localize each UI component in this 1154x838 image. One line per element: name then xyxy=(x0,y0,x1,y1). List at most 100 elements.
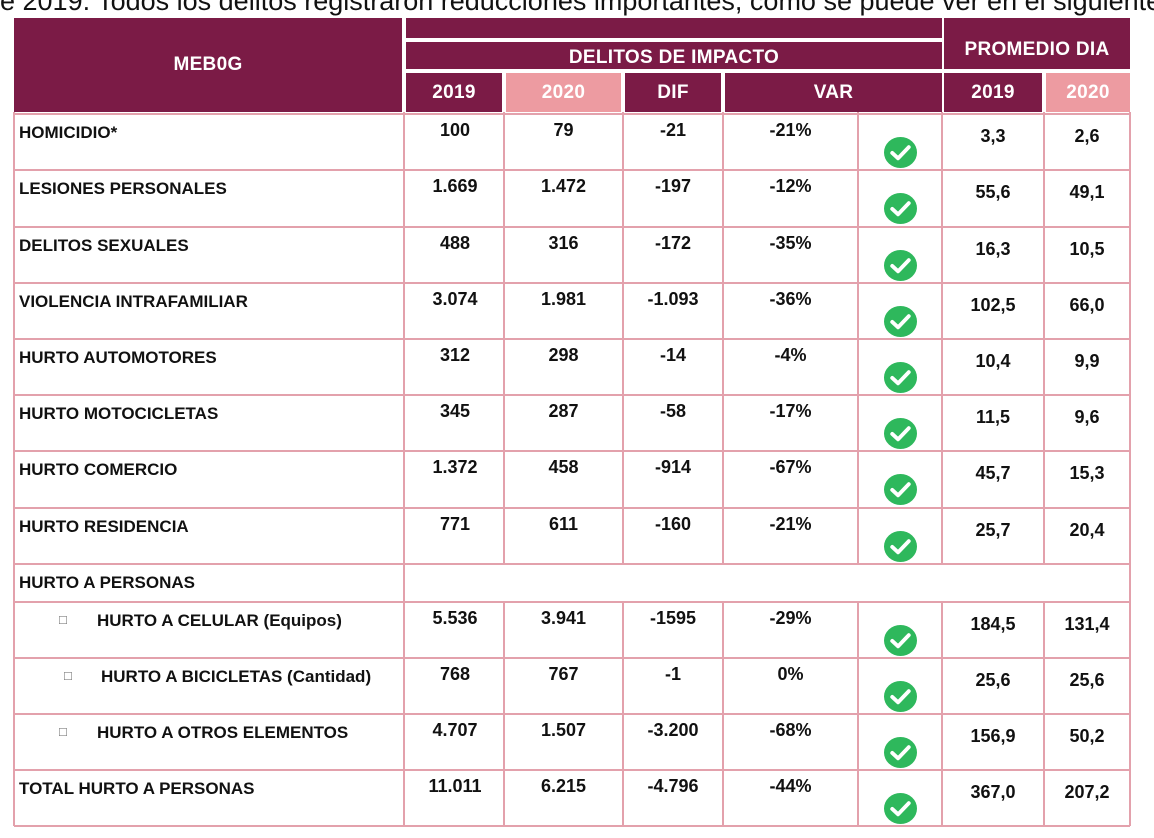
value-2019: 768 xyxy=(439,664,471,684)
col-divider xyxy=(857,112,859,564)
row-label: HURTO AUTOMOTORES xyxy=(19,348,217,367)
row-label: HURTO A OTROS ELEMENTOS xyxy=(97,723,349,742)
row-divider xyxy=(14,825,1130,827)
avg-value-2019: 102,5 xyxy=(970,295,1016,315)
group-header: DELITOS DE IMPACTO xyxy=(406,42,942,69)
value-2020: 611 xyxy=(548,514,579,534)
col-divider xyxy=(13,112,15,826)
value-var: -68% xyxy=(769,720,812,740)
value-2019: 488 xyxy=(439,233,471,253)
value-dif: -21 xyxy=(659,120,686,140)
bullet-icon: □ xyxy=(59,612,67,627)
col-avg-2020: 2020 xyxy=(1046,73,1130,112)
value-var: -21% xyxy=(769,120,812,140)
value-var: -17% xyxy=(769,401,812,421)
avg-value-2020: 25,6 xyxy=(1069,670,1105,690)
row-divider xyxy=(14,169,1130,171)
avg-value-2020: 49,1 xyxy=(1069,182,1105,202)
check-circle-icon xyxy=(884,680,917,713)
row-divider xyxy=(14,563,1130,565)
avg-value-2019: 45,7 xyxy=(975,463,1011,483)
header-blank-band xyxy=(406,18,942,38)
col-divider xyxy=(1129,112,1131,826)
value-2020: 1.507 xyxy=(540,720,587,740)
check-circle-icon xyxy=(884,249,917,282)
row-divider xyxy=(14,394,1130,396)
row-divider xyxy=(14,282,1130,284)
avg-value-2020: 50,2 xyxy=(1069,726,1105,746)
avg-value-2020: 10,5 xyxy=(1069,239,1105,259)
avg-value-2019: 25,7 xyxy=(975,520,1011,540)
avg-header: PROMEDIO DIA xyxy=(944,18,1130,69)
col-divider xyxy=(722,602,724,826)
row-divider xyxy=(14,507,1130,509)
check-circle-icon xyxy=(884,361,917,394)
value-2020: 316 xyxy=(548,233,579,253)
col-divider xyxy=(622,112,624,564)
value-var: 0% xyxy=(777,664,804,684)
col-divider xyxy=(722,112,724,564)
check-circle-icon xyxy=(884,305,917,338)
avg-value-2020: 2,6 xyxy=(1074,126,1100,146)
col-divider xyxy=(1043,112,1045,564)
value-var: -4% xyxy=(774,345,807,365)
avg-value-2020: 9,6 xyxy=(1074,407,1100,427)
row-divider xyxy=(14,450,1130,452)
value-2019: 771 xyxy=(439,514,471,534)
row-label: HURTO A CELULAR (Equipos) xyxy=(97,611,342,630)
check-circle-icon xyxy=(884,736,917,769)
col-divider xyxy=(857,602,859,826)
value-dif: -160 xyxy=(654,514,692,534)
row-divider xyxy=(14,769,1130,771)
value-2020: 1.981 xyxy=(540,289,587,309)
value-2019: 1.372 xyxy=(432,457,478,477)
value-2020: 287 xyxy=(548,401,579,421)
check-circle-icon xyxy=(884,136,917,169)
check-circle-icon xyxy=(884,192,917,225)
col-divider xyxy=(941,112,943,564)
value-2019: 3.074 xyxy=(432,289,478,309)
row-label: HURTO MOTOCICLETAS xyxy=(19,404,219,423)
value-2019: 4.707 xyxy=(432,720,478,740)
row-divider xyxy=(14,113,1130,115)
value-dif: -914 xyxy=(654,457,692,477)
value-var: -29% xyxy=(769,608,812,628)
value-dif: -172 xyxy=(654,233,692,253)
avg-value-2020: 131,4 xyxy=(1064,614,1110,634)
value-var: -44% xyxy=(769,776,812,796)
row-label: VIOLENCIA INTRAFAMILIAR xyxy=(19,292,248,311)
avg-value-2020: 15,3 xyxy=(1069,463,1105,483)
avg-value-2020: 207,2 xyxy=(1064,782,1110,802)
value-2019: 345 xyxy=(439,401,471,421)
row-divider xyxy=(14,601,1130,603)
avg-value-2019: 10,4 xyxy=(975,351,1011,371)
value-2020: 79 xyxy=(553,120,574,140)
value-dif: -1 xyxy=(664,664,681,684)
value-2020: 458 xyxy=(548,457,579,477)
intro-text: e 2019. Todos los delitos registraron re… xyxy=(0,0,1154,16)
avg-value-2019: 367,0 xyxy=(970,782,1016,802)
row-label: DELITOS SEXUALES xyxy=(19,236,189,255)
col-2019: 2019 xyxy=(406,73,502,112)
value-2020: 6.215 xyxy=(540,776,587,796)
bullet-icon: □ xyxy=(64,668,72,683)
check-circle-icon xyxy=(884,417,917,450)
value-dif: -4.796 xyxy=(647,776,699,796)
col-divider xyxy=(941,602,943,826)
row-label: LESIONES PERSONALES xyxy=(19,179,227,198)
col-divider xyxy=(503,602,505,826)
value-2019: 11.011 xyxy=(428,776,482,796)
value-2019: 1.669 xyxy=(432,176,478,196)
value-2019: 5.536 xyxy=(432,608,478,628)
row-label: TOTAL HURTO A PERSONAS xyxy=(19,779,255,798)
check-circle-icon xyxy=(884,624,917,657)
row-divider xyxy=(14,713,1130,715)
region-header: MEB0G xyxy=(14,18,402,112)
avg-value-2020: 20,4 xyxy=(1069,520,1105,540)
row-label: HURTO COMERCIO xyxy=(19,460,178,479)
row-divider xyxy=(14,226,1130,228)
avg-value-2020: 66,0 xyxy=(1069,295,1105,315)
value-var: -12% xyxy=(769,176,812,196)
value-2020: 298 xyxy=(548,345,579,365)
value-dif: -1.093 xyxy=(647,289,699,309)
